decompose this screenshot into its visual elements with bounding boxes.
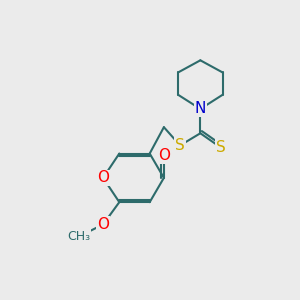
Text: O: O — [158, 148, 170, 163]
Text: CH₃: CH₃ — [67, 230, 90, 243]
Text: S: S — [216, 140, 226, 155]
Text: O: O — [97, 217, 109, 232]
Text: O: O — [97, 170, 109, 185]
Text: N: N — [195, 101, 206, 116]
Text: S: S — [175, 138, 185, 153]
